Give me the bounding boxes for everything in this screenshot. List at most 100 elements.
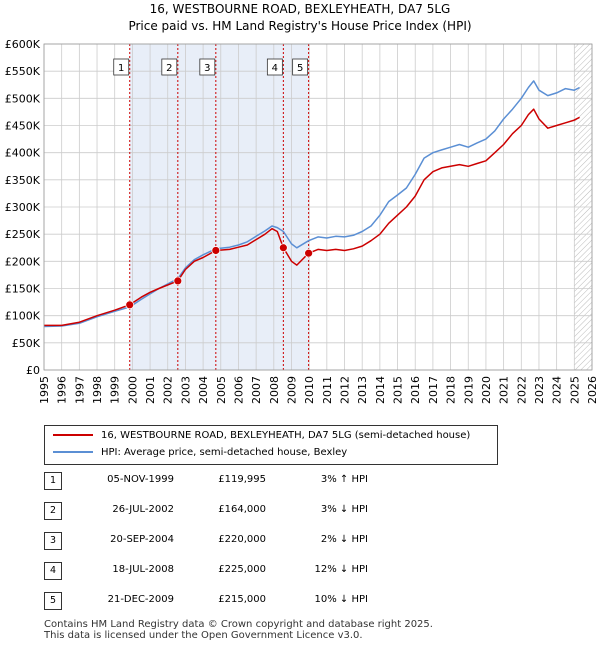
x-tick-label: 2010 [303,376,316,404]
sale-hpi-diff: 2% ↓ HPI [320,534,368,545]
sale-label-box [199,58,216,76]
sale-label-box [161,58,178,76]
sale-hpi-diff: 12% ↓ HPI [314,564,368,575]
legend-hpi-label: HPI: Average price, semi-detached house,… [101,447,348,458]
chart-legend: 16, WESTBOURNE ROAD, BEXLEYHEATH, DA7 5L… [44,425,498,465]
y-tick-label: £550K [5,65,41,78]
x-tick-label: 2007 [250,376,263,404]
sale-price: £225,000 [218,564,266,575]
x-tick-label: 2002 [162,376,175,404]
sale-date: 26-JUL-2002 [112,504,174,515]
y-tick-label: £100K [5,310,41,323]
x-tick-label: 2008 [268,376,281,404]
sale-hpi-diff: 3% ↑ HPI [320,474,368,485]
x-tick-label: 2021 [498,376,511,404]
x-tick-label: 2016 [409,376,422,404]
footer-line: Contains HM Land Registry data © Crown c… [44,619,433,630]
sale-hpi-diff: 3% ↓ HPI [320,504,368,515]
x-tick-label: 2003 [179,376,192,404]
x-tick-label: 1996 [56,376,69,404]
x-tick-label: 2019 [462,376,475,404]
footer-notice: Contains HM Land Registry data © Crown c… [44,619,433,641]
legend-item-price: 16, WESTBOURNE ROAD, BEXLEYHEATH, DA7 5L… [53,428,470,444]
y-tick-label: £200K [5,255,41,268]
sale-point [278,243,288,253]
sale-row: 3 20-SEP-2004 £220,000 2% ↓ HPI [44,532,584,552]
sale-label-box [113,58,130,76]
y-tick-label: £400K [5,147,41,160]
sale-point [211,246,221,255]
x-tick-label: 2000 [126,376,139,404]
legend-price-label: 16, WESTBOURNE ROAD, BEXLEYHEATH, DA7 5L… [101,430,471,441]
y-tick-label: £150K [5,283,41,296]
x-tick-label: 2026 [586,376,599,404]
y-tick-label: £350K [5,174,41,187]
sale-label-number: 1 [118,63,124,74]
y-tick-label: £0 [26,364,40,377]
x-tick-label: 2001 [144,376,157,404]
x-tick-label: 1997 [73,376,86,404]
y-tick-label: £500K [5,92,41,105]
sale-label-number: 5 [297,63,303,74]
y-tick-label: £300K [5,201,41,214]
x-tick-label: 2009 [285,376,298,404]
sale-point [125,300,135,310]
x-tick-label: 2005 [215,376,228,404]
sale-price: £119,995 [218,474,266,485]
sale-number-badge: 1 [44,472,62,490]
sale-price: £215,000 [218,594,266,605]
x-tick-label: 2006 [232,376,245,404]
x-tick-label: 1998 [91,376,104,404]
plot-frame [43,43,593,371]
sale-row: 2 26-JUL-2002 £164,000 3% ↓ HPI [44,502,584,522]
x-tick-label: 2018 [445,376,458,404]
x-tick-label: 2025 [568,376,581,404]
chart-subtitle: Price paid vs. HM Land Registry's House … [128,19,471,33]
x-tick-label: 2020 [480,376,493,404]
sale-number-badge: 4 [44,562,62,580]
x-tick-label: 2017 [427,376,440,404]
sale-date: 05-NOV-1999 [107,474,174,485]
sale-point [304,248,314,258]
sale-number-badge: 5 [44,592,62,610]
chart-title: 16, WESTBOURNE ROAD, BEXLEYHEATH, DA7 5L… [150,2,451,16]
sale-number-badge: 3 [44,532,62,550]
sale-label-number: 4 [272,63,278,74]
x-tick-label: 2013 [356,376,369,404]
x-tick-label: 2011 [321,376,334,404]
footer-line: This data is licensed under the Open Gov… [44,630,363,641]
price-chart: 16, WESTBOURNE ROAD, BEXLEYHEATH, DA7 5L… [5,2,599,404]
series-line [43,80,580,328]
sale-point [173,276,183,286]
x-tick-label: 1999 [109,376,122,404]
y-tick-label: £250K [5,228,41,241]
sale-number-badge: 2 [44,502,62,520]
sale-row: 1 05-NOV-1999 £119,995 3% ↑ HPI [44,472,584,492]
y-tick-label: £600K [5,38,41,51]
legend-price-swatch [53,434,93,436]
x-tick-label: 2024 [551,376,564,404]
sale-date: 18-JUL-2008 [112,564,174,575]
sale-price: £164,000 [218,504,266,515]
x-tick-label: 1995 [38,376,51,404]
series-line [44,108,580,327]
sale-row: 5 21-DEC-2009 £215,000 10% ↓ HPI [44,592,584,612]
sale-label-box [292,58,309,76]
legend-item-hpi: HPI: Average price, semi-detached house,… [53,445,347,461]
x-tick-label: 2022 [515,376,528,404]
legend-hpi-swatch [53,451,93,453]
x-tick-label: 2023 [533,376,546,404]
x-tick-label: 2004 [197,376,210,404]
y-tick-label: £450K [5,120,41,133]
y-tick-label: £50K [12,337,41,350]
x-tick-label: 2015 [392,376,405,404]
sale-label-box [266,58,283,76]
sale-date: 20-SEP-2004 [110,534,174,545]
x-tick-label: 2012 [339,376,352,404]
sale-row: 4 18-JUL-2008 £225,000 12% ↓ HPI [44,562,584,582]
sale-label-number: 2 [166,63,172,74]
sale-label-number: 3 [204,63,210,74]
x-tick-label: 2014 [374,376,387,404]
sale-price: £220,000 [218,534,266,545]
sale-hpi-diff: 10% ↓ HPI [314,594,368,605]
